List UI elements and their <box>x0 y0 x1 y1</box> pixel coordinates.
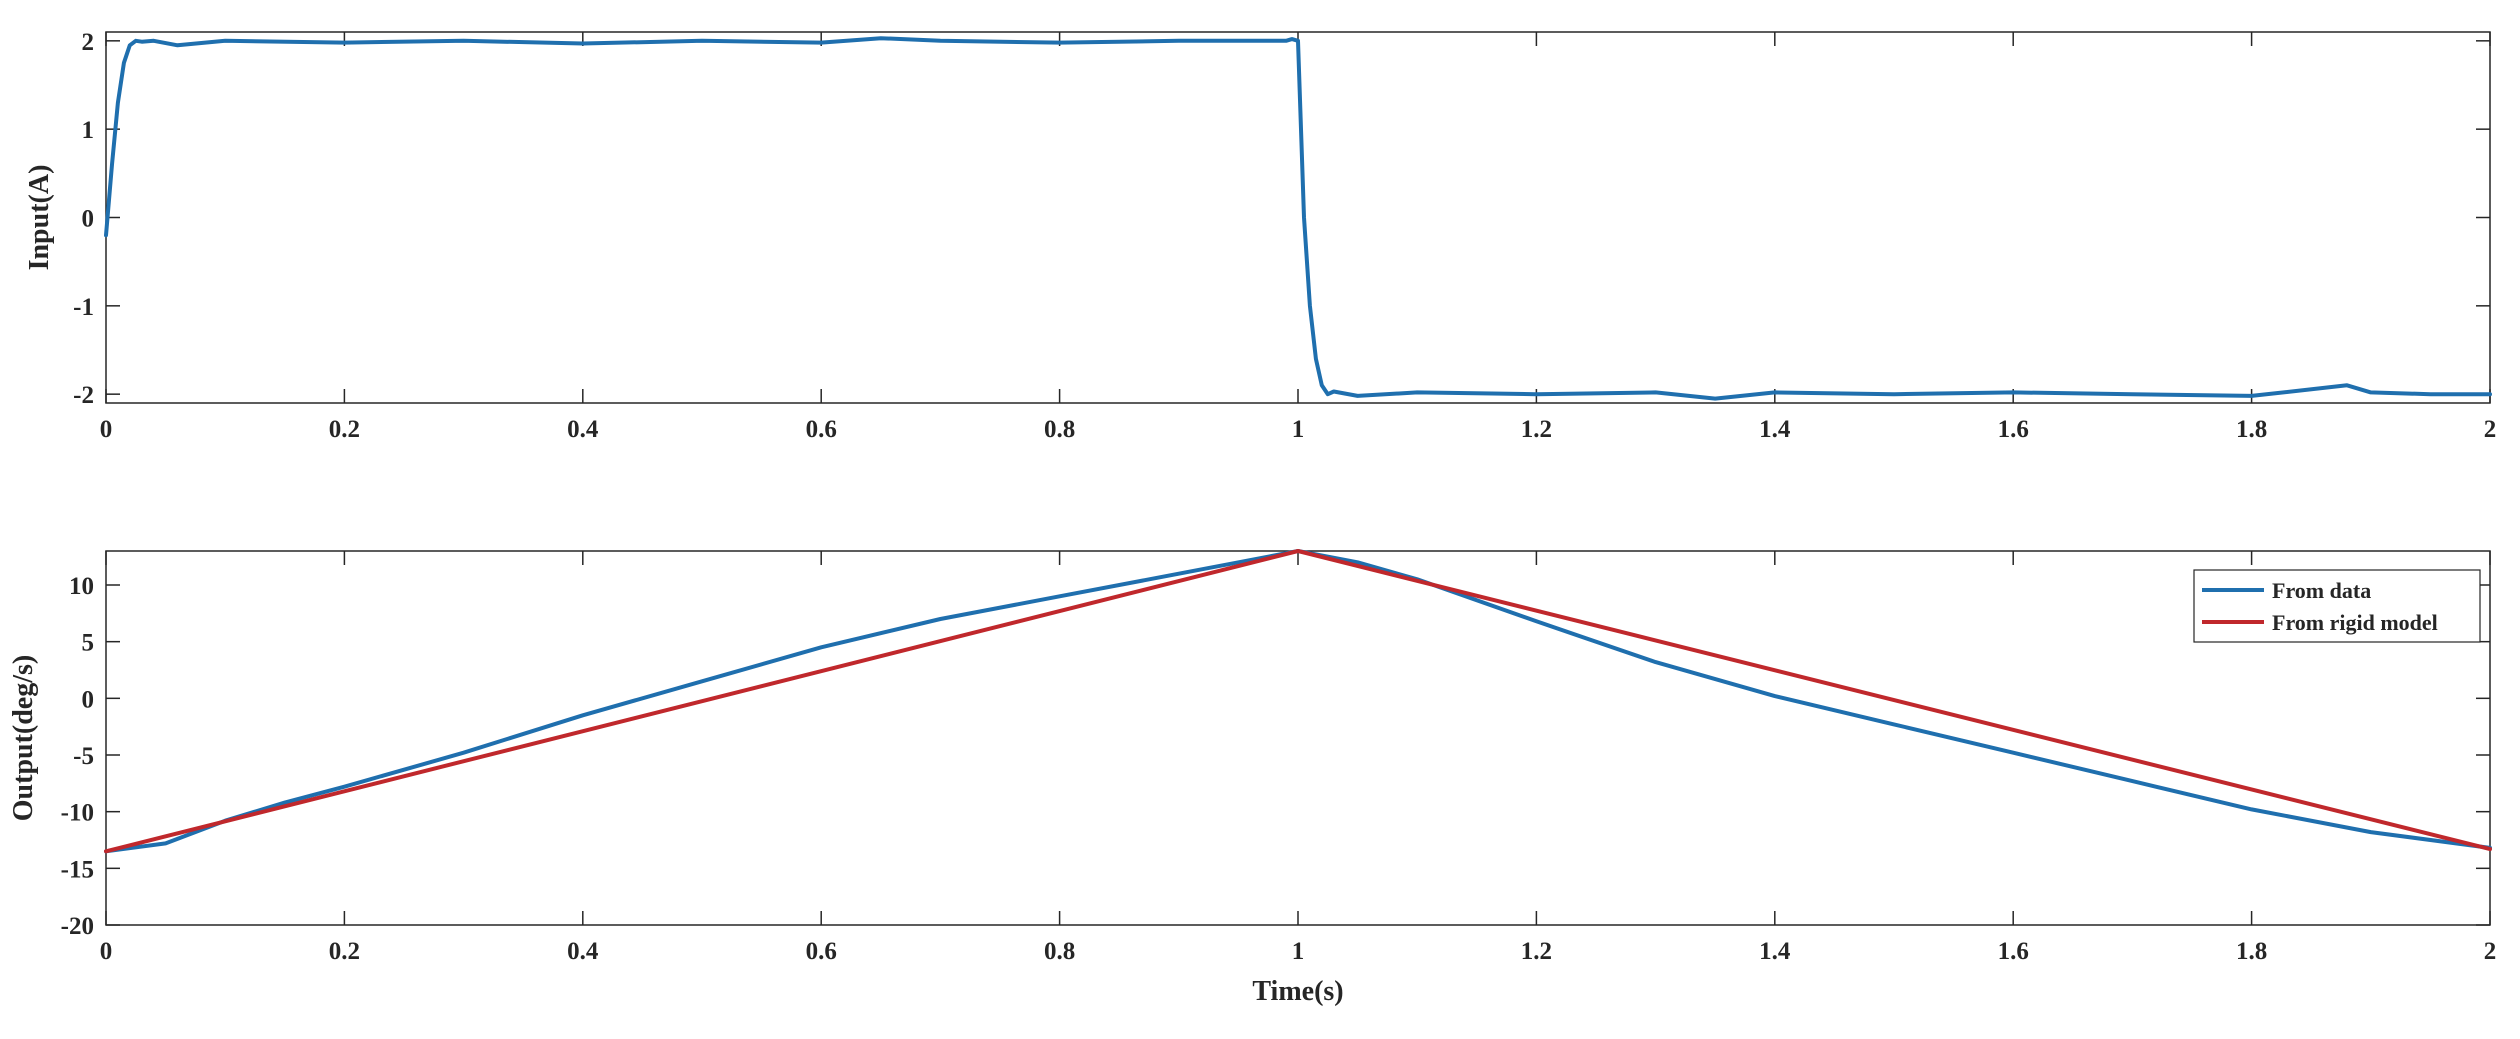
y-tick-label-0: 1 <box>82 117 95 144</box>
x-tick-label-1: 1.4 <box>1759 938 1791 965</box>
x-tick-label-0: 1.8 <box>2236 416 2267 443</box>
series-line-1-0 <box>104 549 2492 854</box>
x-tick-label-0: 0.8 <box>1044 416 1075 443</box>
x-tick-label-0: 1.6 <box>1998 416 2029 443</box>
x-tick-label-1: 2 <box>2484 938 2497 965</box>
y-tick-label-0: -2 <box>73 382 94 409</box>
x-tick-label-0: 0.4 <box>567 416 599 443</box>
y-tick-label-1: 0 <box>82 686 95 713</box>
legend-box <box>2193 569 2481 643</box>
x-tick-label-0: 1.4 <box>1759 416 1791 443</box>
y-axis-label-0: Input(A) <box>24 165 55 271</box>
y-tick-label-1: 10 <box>69 573 94 600</box>
x-tick-label-1: 0.8 <box>1044 938 1075 965</box>
series-line-1-1 <box>104 549 2492 854</box>
x-tick-label-0: 1 <box>1292 416 1305 443</box>
x-tick-label-1: 0 <box>100 938 113 965</box>
legend-label: From data <box>2272 578 2371 603</box>
y-tick-label-1: -5 <box>73 743 94 770</box>
x-tick-label-1: 0.6 <box>806 938 837 965</box>
x-tick-label-1: 1 <box>1292 938 1305 965</box>
x-tick-label-0: 2 <box>2484 416 2497 443</box>
y-tick-label-0: -1 <box>73 294 94 321</box>
y-tick-label-1: 5 <box>82 630 95 657</box>
x-tick-label-0: 0.2 <box>329 416 360 443</box>
series-line-0-0 <box>104 36 2492 401</box>
y-tick-label-1: -20 <box>61 913 94 940</box>
x-tick-label-1: 1.8 <box>2236 938 2267 965</box>
legend-label: From rigid model <box>2272 610 2438 635</box>
y-axis-label-1: Output(deg/s) <box>8 655 39 821</box>
plot-area-1 <box>105 550 2491 926</box>
y-tick-label-0: 2 <box>82 29 95 56</box>
x-axis-label-1: Time(s) <box>1252 976 1343 1007</box>
x-tick-label-1: 1.6 <box>1998 938 2029 965</box>
x-tick-label-1: 0.4 <box>567 938 599 965</box>
x-tick-label-0: 0.6 <box>806 416 837 443</box>
chart-1: 0 0.2 0.4 0.6 0.8 1 1.2 1.4 1.6 1.8 2 -20 -15 -10 -5 0 5… <box>8 549 2497 1007</box>
x-tick-label-1: 0.2 <box>329 938 360 965</box>
y-tick-label-1: -15 <box>61 856 94 883</box>
x-tick-label-1: 1.2 <box>1521 938 1552 965</box>
x-tick-label-0: 0 <box>100 416 113 443</box>
y-tick-label-1: -10 <box>61 800 94 827</box>
y-tick-label-0: 0 <box>82 206 95 233</box>
legend: From data From rigid model <box>2193 569 2481 643</box>
x-tick-label-0: 1.2 <box>1521 416 1552 443</box>
chart-0: 0 0.2 0.4 0.6 0.8 1 1.2 1.4 1.6 1.8 2 -2 -1 0 1 2 Input(… <box>24 29 2496 443</box>
